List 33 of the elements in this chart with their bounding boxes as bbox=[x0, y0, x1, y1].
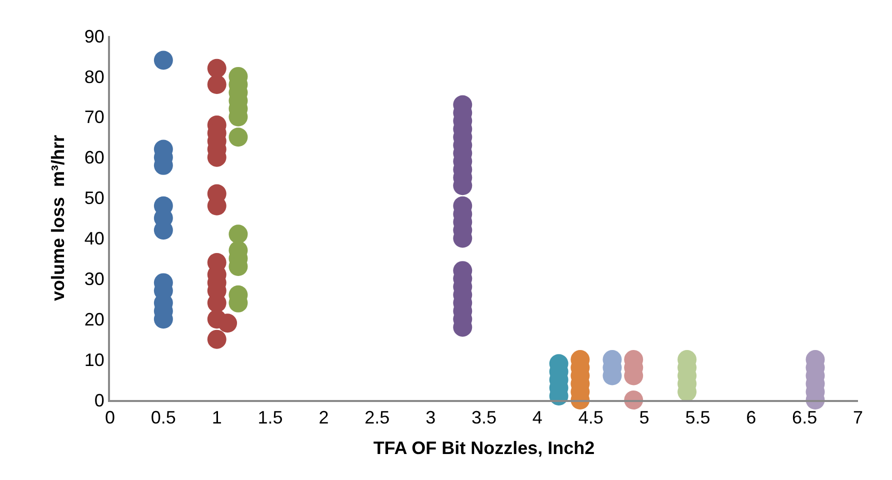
x-tick-label: 2.5 bbox=[364, 408, 390, 428]
y-axis-title: volume loss m³/hrr bbox=[48, 134, 68, 302]
point bbox=[154, 50, 173, 70]
y-tick-label: 90 bbox=[84, 26, 104, 46]
y-tick-label: 60 bbox=[84, 148, 104, 168]
point bbox=[218, 314, 238, 333]
x-tick-label: 5.5 bbox=[685, 408, 710, 428]
x-axis-title: TFA OF Bit Nozzles, Inch2 bbox=[373, 438, 595, 458]
x-tick-label: 2 bbox=[318, 408, 329, 428]
x-tick-label: 7 bbox=[852, 408, 864, 428]
x-tick-label: 3.5 bbox=[471, 408, 497, 428]
y-tick-label: 70 bbox=[84, 107, 104, 128]
point bbox=[207, 75, 226, 94]
x-tick-label: 4.5 bbox=[578, 408, 604, 428]
x-tick-label: 4 bbox=[532, 408, 542, 428]
y-tick-label: 20 bbox=[84, 309, 104, 330]
y-tick-label: 30 bbox=[84, 268, 104, 289]
x-tick-label: 1 bbox=[212, 408, 222, 428]
y-tick-label: 0 bbox=[94, 390, 104, 410]
x-tick-label: 6.5 bbox=[792, 408, 818, 428]
point bbox=[228, 128, 248, 147]
x-tick-label: 6 bbox=[746, 408, 756, 428]
x-tick-label: 5 bbox=[639, 408, 650, 428]
y-tick-label: 50 bbox=[84, 188, 104, 208]
x-tick-label: 1.5 bbox=[258, 408, 283, 428]
y-tick-label: 80 bbox=[84, 66, 104, 87]
x-tick-label: 0.5 bbox=[150, 408, 176, 428]
y-tick-label: 40 bbox=[84, 228, 104, 249]
point bbox=[207, 330, 226, 349]
point bbox=[228, 224, 248, 244]
x-tick-label: 3 bbox=[426, 408, 436, 428]
y-tick-label: 10 bbox=[84, 350, 104, 370]
point bbox=[207, 58, 226, 78]
